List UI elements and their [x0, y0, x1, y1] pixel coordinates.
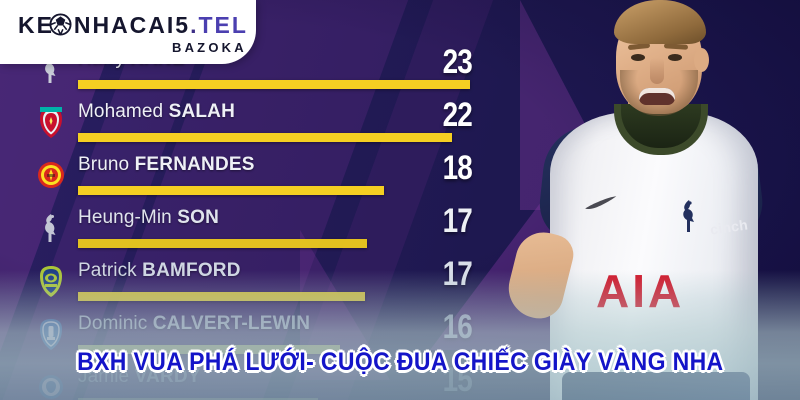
player-last-name: SON — [177, 207, 219, 228]
logo-part-1: KE — [18, 12, 54, 38]
goal-count: 22 — [442, 96, 473, 134]
goal-bar — [78, 239, 367, 248]
goal-count: 23 — [442, 43, 473, 81]
brand-logo-subtitle: BAZOKA — [172, 40, 247, 55]
brand-logo-text: KEONHACAI5.TEL — [18, 14, 248, 37]
goal-bar — [78, 186, 384, 195]
player-name: Bruno FERNANDES — [78, 154, 255, 176]
player-nose — [650, 58, 664, 84]
logo-part-2: NHACAI5 — [73, 12, 191, 38]
player-hair — [614, 0, 706, 44]
caption-text: BXH VUA PHÁ LƯỚI- CUỘC ĐUA CHIẾC GIÀY VÀ… — [76, 347, 724, 376]
caption-bar: BXH VUA PHÁ LƯỚI- CUỘC ĐUA CHIẾC GIÀY VÀ… — [0, 340, 800, 384]
kit-sponsor-text: AIA — [596, 265, 685, 317]
player-first-name: Bruno — [78, 154, 135, 175]
goal-count: 17 — [442, 255, 473, 293]
player-first-name: Patrick — [78, 260, 143, 281]
player-eye-left — [631, 54, 645, 61]
player-name: Dominic CALVERT-LEWIN — [78, 313, 310, 335]
football-globe-icon — [49, 13, 72, 36]
player-name: Heung-Min SON — [78, 207, 219, 229]
logo-part-4: TEL — [198, 12, 248, 38]
player-name: Patrick BAMFORD — [78, 260, 241, 282]
player-last-name: CALVERT-LEWIN — [152, 313, 311, 334]
player-ear — [694, 48, 709, 72]
goal-bar — [78, 292, 365, 301]
liverpool-crest-icon — [36, 105, 66, 139]
tottenham-cockerel-icon — [683, 200, 694, 232]
player-last-name: FERNANDES — [134, 154, 255, 175]
player-eye-right — [668, 54, 682, 61]
brand-logo-panel[interactable]: KEONHACAI5.TEL BAZOKA — [0, 0, 256, 64]
goal-bar — [78, 133, 452, 142]
player-first-name: Dominic — [78, 313, 153, 334]
leeds-united-crest-icon — [36, 264, 66, 298]
scorer-row: Heung-Min SON 17 — [0, 202, 498, 259]
player-first-name: Heung-Min — [78, 207, 178, 228]
player-last-name: BAMFORD — [142, 260, 241, 281]
nike-swoosh-icon — [585, 196, 617, 209]
scorer-row: Patrick BAMFORD 17 — [0, 255, 498, 312]
logo-part-3: . — [190, 12, 199, 38]
tottenham-crest-icon — [36, 211, 66, 245]
goal-bar — [78, 80, 470, 89]
scorer-row: Mohamed SALAH 22 — [0, 96, 498, 153]
goal-count: 17 — [442, 202, 473, 240]
player-last-name: SALAH — [168, 101, 236, 122]
player-first-name: Mohamed — [78, 101, 169, 122]
manchester-united-crest-icon — [36, 158, 66, 192]
scorer-row: Bruno FERNANDES 18 — [0, 149, 498, 206]
goal-count: 18 — [442, 149, 473, 187]
player-mouth — [639, 88, 675, 105]
player-name: Mohamed SALAH — [78, 101, 235, 123]
